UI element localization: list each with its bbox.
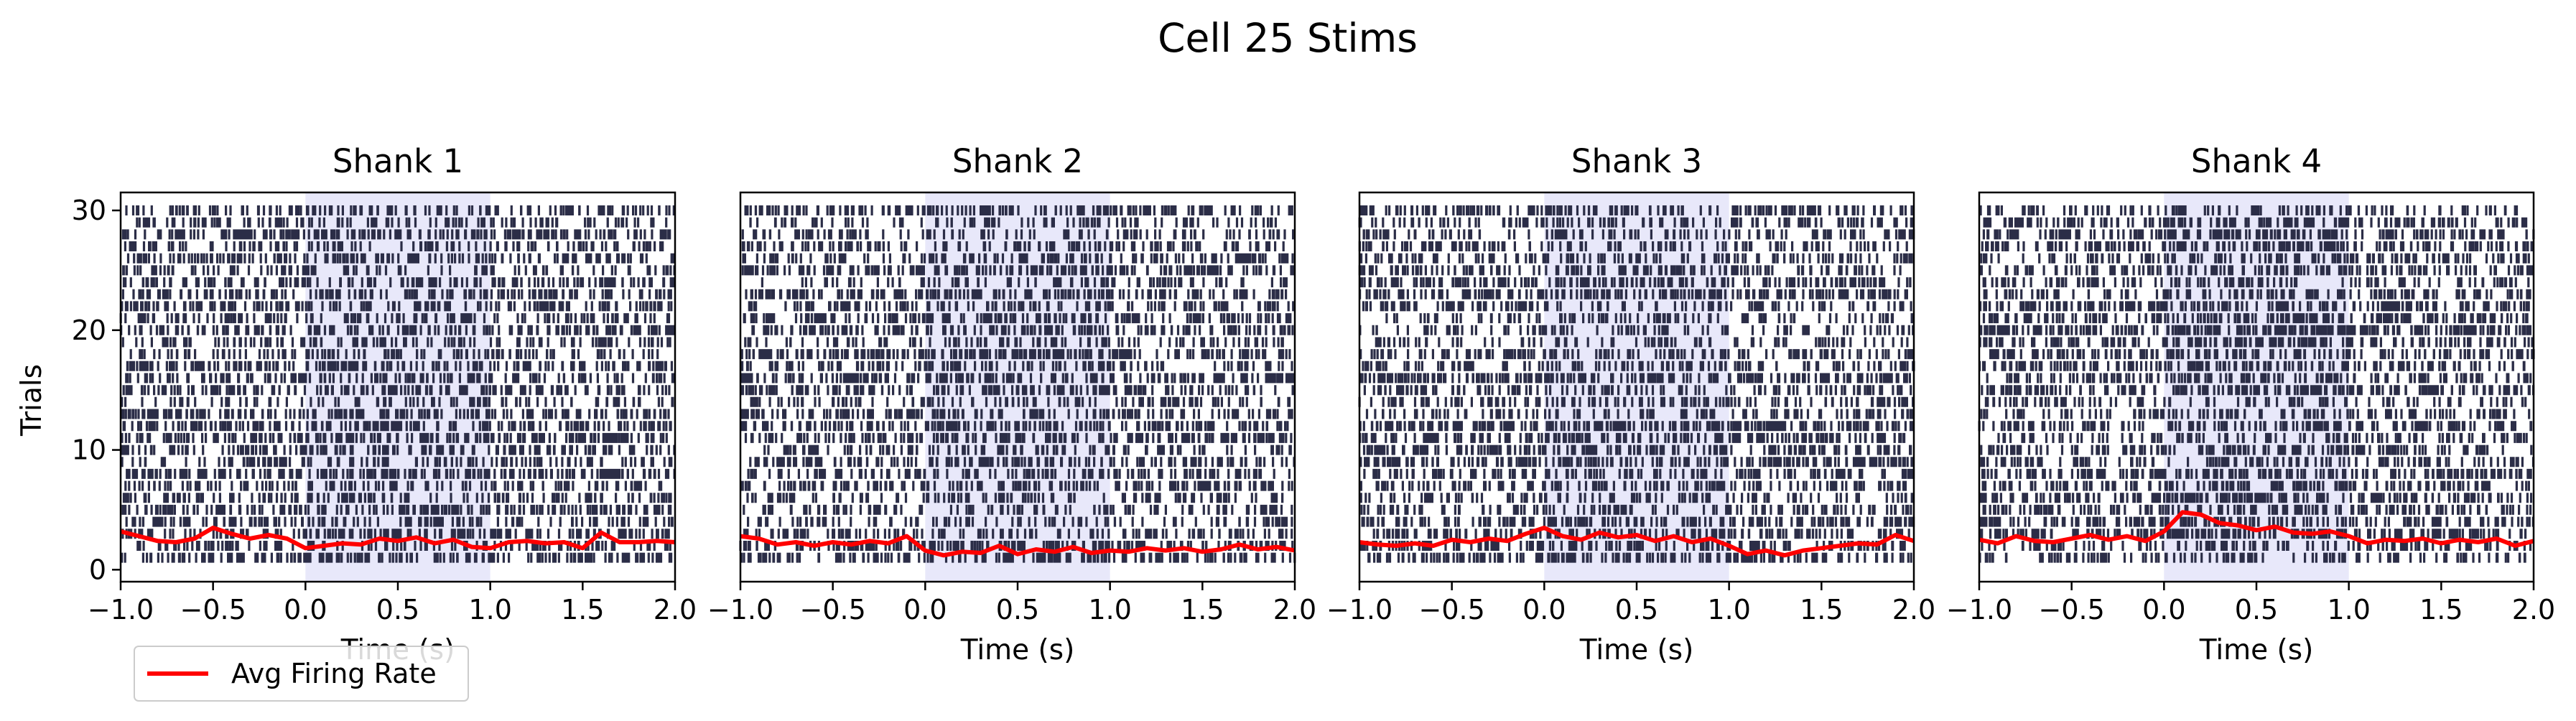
panel-title: Shank 1	[333, 142, 463, 180]
x-tick-label: 0.5	[1615, 594, 1658, 625]
y-tick-label: 0	[89, 554, 106, 585]
figure-title: Cell 25 Stims	[1158, 15, 1418, 61]
x-tick-label: −1.0	[88, 594, 154, 625]
avg-firing-rate-line	[1979, 510, 2534, 548]
spike-raster	[739, 205, 1296, 563]
x-tick-label: 1.0	[468, 594, 511, 625]
x-tick-label: −1.0	[707, 594, 773, 625]
spike-ticks	[119, 205, 676, 563]
panel-shank-4: −1.0 −0.5 0.0 0.5 1.0 1.5 2.0 Shank 4 Time (s)	[1946, 142, 2555, 666]
y-tick-label: 20	[72, 315, 106, 346]
x-axis-label: Time (s)	[1579, 634, 1694, 666]
y-axis-label: Trials	[16, 364, 48, 437]
legend-label: Avg Firing Rate	[231, 658, 437, 689]
avg-firing-rate-line	[120, 526, 676, 551]
x-tick-label: 2.0	[654, 594, 697, 625]
x-tick-label: 2.0	[1273, 594, 1316, 625]
x-tick-label: 0.0	[903, 594, 947, 625]
x-tick-label: 1.5	[1800, 594, 1843, 625]
panel-title: Shank 2	[952, 142, 1083, 180]
x-tick-label: 2.0	[1892, 594, 1935, 625]
panel-shank-3: −1.0 −0.5 0.0 0.5 1.0 1.5 2.0 Shank 3 Time (s)	[1326, 142, 1935, 666]
x-tick-label: −0.5	[2039, 594, 2105, 625]
y-tick-label: 10	[72, 434, 106, 466]
x-tick-label: −1.0	[1326, 594, 1392, 625]
spike-ticks	[1358, 205, 1915, 563]
spike-raster	[1358, 205, 1915, 563]
x-tick-label: −0.5	[800, 594, 866, 625]
y-tick-label: 30	[72, 195, 106, 226]
x-tick-label: 1.0	[1707, 594, 1750, 625]
panel-shank-2: −1.0 −0.5 0.0 0.5 1.0 1.5 2.0 Shank 2 Time (s)	[707, 142, 1316, 666]
x-tick-label: 0.5	[996, 594, 1039, 625]
x-tick-label: −0.5	[1419, 594, 1485, 625]
x-tick-label: 1.0	[1088, 594, 1131, 625]
x-tick-label: −0.5	[180, 594, 246, 625]
x-tick-label: 0.5	[376, 594, 419, 625]
x-axis-label: Time (s)	[960, 634, 1075, 666]
avg-firing-rate-line	[1359, 526, 1915, 558]
x-tick-label: 0.5	[2235, 594, 2278, 625]
x-tick-label: 0.0	[1522, 594, 1566, 625]
x-axis-label: Time (s)	[2199, 634, 2314, 666]
x-tick-label: 1.5	[1181, 594, 1224, 625]
panel-title: Shank 4	[2191, 142, 2322, 180]
avg-firing-rate-line	[740, 534, 1296, 558]
x-tick-label: 1.5	[561, 594, 604, 625]
panel-title: Shank 3	[1571, 142, 1702, 180]
legend: Avg Firing Rate	[134, 646, 469, 702]
x-tick-label: 2.0	[2512, 594, 2555, 625]
x-tick-label: 0.0	[2142, 594, 2185, 625]
x-tick-label: 0.0	[284, 594, 327, 625]
x-tick-label: 1.0	[2327, 594, 2370, 625]
spike-raster	[119, 205, 676, 563]
x-tick-label: −1.0	[1946, 594, 2012, 625]
legend-frame	[134, 646, 469, 702]
x-tick-label: 1.5	[2419, 594, 2463, 625]
spike-ticks	[739, 205, 1296, 563]
